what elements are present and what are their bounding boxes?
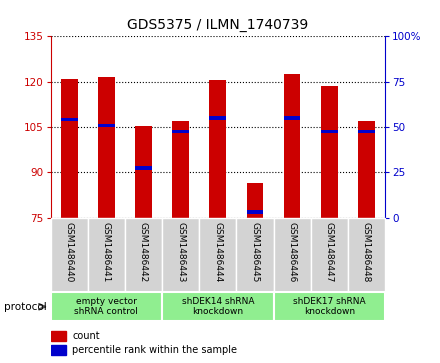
Bar [321,86,337,218]
Bar [274,218,311,292]
Bar [284,74,301,218]
Bar [88,218,125,292]
Bar [311,218,348,292]
Bar [51,345,66,355]
Bar [284,116,301,120]
Bar [135,126,152,218]
Bar [172,130,189,133]
Bar [236,218,274,292]
Bar [274,292,385,321]
Bar [209,116,226,120]
Bar [358,121,375,218]
Bar [98,124,115,127]
Bar [51,331,66,341]
Bar [61,118,77,121]
Text: GSM1486441: GSM1486441 [102,221,111,282]
Bar [98,77,115,218]
Text: GSM1486444: GSM1486444 [213,221,222,282]
Bar [135,166,152,170]
Bar [162,292,274,321]
Text: GSM1486440: GSM1486440 [65,221,73,282]
Bar [246,210,263,213]
Text: empty vector
shRNA control: empty vector shRNA control [74,297,138,317]
Bar [162,218,199,292]
Bar [51,218,88,292]
Text: GSM1486445: GSM1486445 [250,221,260,282]
Bar [199,218,236,292]
Text: shDEK14 shRNA
knockdown: shDEK14 shRNA knockdown [182,297,254,317]
Text: percentile rank within the sample: percentile rank within the sample [72,345,237,355]
Bar [348,218,385,292]
Text: shDEK17 shRNA
knockdown: shDEK17 shRNA knockdown [293,297,366,317]
Text: GSM1486443: GSM1486443 [176,221,185,282]
Bar [125,218,162,292]
Title: GDS5375 / ILMN_1740739: GDS5375 / ILMN_1740739 [127,19,308,33]
Bar [246,183,263,218]
Bar [51,292,162,321]
Text: GSM1486448: GSM1486448 [362,221,371,282]
Text: GSM1486447: GSM1486447 [325,221,334,282]
Bar [209,80,226,218]
Text: count: count [72,331,100,341]
Bar [321,130,337,133]
Text: GSM1486442: GSM1486442 [139,221,148,282]
Text: GSM1486446: GSM1486446 [288,221,297,282]
Bar [358,130,375,133]
Bar [172,121,189,218]
Bar [61,79,77,218]
Text: protocol: protocol [4,302,47,312]
